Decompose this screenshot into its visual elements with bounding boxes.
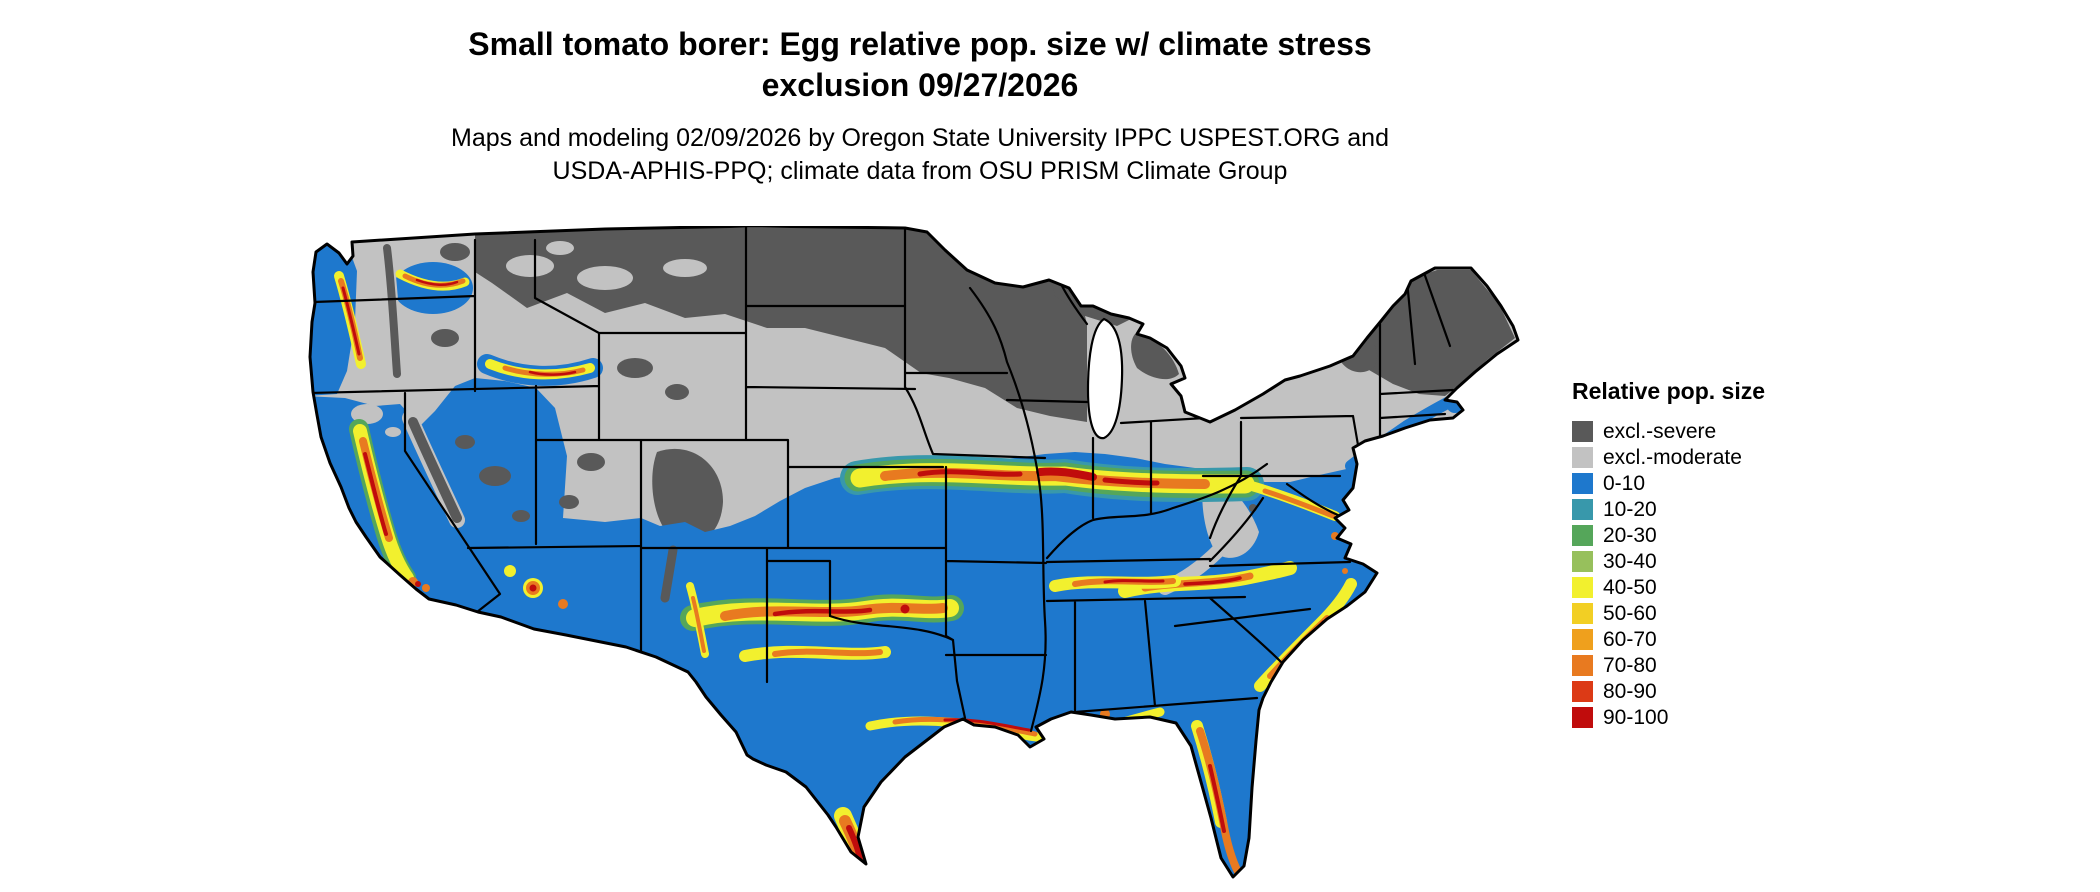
legend-entry: 20-30: [1572, 522, 1872, 548]
legend-label: 60-70: [1603, 627, 1657, 651]
map-figure: [305, 224, 1525, 882]
legend-entry: 70-80: [1572, 652, 1872, 678]
legend-entry: 10-20: [1572, 496, 1872, 522]
legend-label: 70-80: [1603, 653, 1657, 677]
map-subtitle-line2: USDA-APHIS-PPQ; climate data from OSU PR…: [552, 157, 1288, 185]
legend-swatch: [1572, 680, 1593, 702]
legend-label: 80-90: [1603, 679, 1657, 703]
legend-swatch: [1572, 446, 1593, 468]
legend-label: 40-50: [1603, 575, 1657, 599]
region-severe-colorado-rockies: [652, 448, 723, 544]
legend-swatch: [1572, 628, 1593, 650]
map-title-line1: Small tomato borer: Egg relative pop. si…: [468, 26, 1372, 62]
legend-entry: 80-90: [1572, 678, 1872, 704]
legend-entry: 60-70: [1572, 626, 1872, 652]
legend-label: 0-10: [1603, 471, 1646, 495]
us-choropleth-map: [308, 224, 1520, 879]
legend-label: 10-20: [1603, 497, 1657, 521]
legend-swatch: [1572, 524, 1593, 546]
legend-label: 30-40: [1603, 549, 1657, 573]
legend-title: Relative pop. size: [1572, 378, 1766, 404]
legend-entry: 90-100: [1572, 704, 1872, 730]
legend-swatch: [1572, 602, 1593, 624]
legend-label: 90-100: [1603, 705, 1669, 729]
legend-label: 20-30: [1603, 523, 1657, 547]
us-outline: [308, 224, 1520, 879]
legend-entries: excl.-severe excl.-moderate 0-10 10-20 2…: [1572, 418, 1872, 730]
legend-swatch: [1572, 654, 1593, 676]
legend-entry: 40-50: [1572, 574, 1872, 600]
legend-swatch: [1572, 550, 1593, 572]
legend-entry: excl.-severe: [1572, 418, 1872, 444]
legend-label: 50-60: [1603, 601, 1657, 625]
legend-swatch: [1572, 498, 1593, 520]
legend: Relative pop. size excl.-severe excl.-mo…: [1572, 378, 1872, 730]
region-severe-north-lower-michigan: [1131, 334, 1179, 380]
legend-label: excl.-severe: [1603, 419, 1717, 443]
legend-entry: 30-40: [1572, 548, 1872, 574]
map-title-line2: exclusion 09/27/2026: [761, 67, 1079, 103]
legend-entry: 50-60: [1572, 600, 1872, 626]
legend-swatch: [1572, 706, 1593, 728]
state-borders: [310, 226, 1455, 733]
map-title: Small tomato borer: Egg relative pop. si…: [0, 24, 1840, 106]
map-subtitle-line1: Maps and modeling 02/09/2026 by Oregon S…: [451, 124, 1389, 152]
hot-bands: [334, 269, 1357, 876]
region-moderate-montana-patches: [506, 241, 707, 290]
map-regions: [310, 226, 1518, 877]
legend-swatch: [1572, 472, 1593, 494]
lake-michigan: [1086, 317, 1124, 440]
legend-entry: excl.-moderate: [1572, 444, 1872, 470]
region-patches-west: [351, 237, 689, 603]
legend-label: excl.-moderate: [1603, 445, 1742, 469]
legend-swatch: [1572, 420, 1593, 442]
map-subtitle: Maps and modeling 02/09/2026 by Oregon S…: [0, 122, 1840, 188]
region-severe-new-england: [1353, 270, 1515, 396]
legend-swatch: [1572, 576, 1593, 598]
legend-entry: 0-10: [1572, 470, 1872, 496]
